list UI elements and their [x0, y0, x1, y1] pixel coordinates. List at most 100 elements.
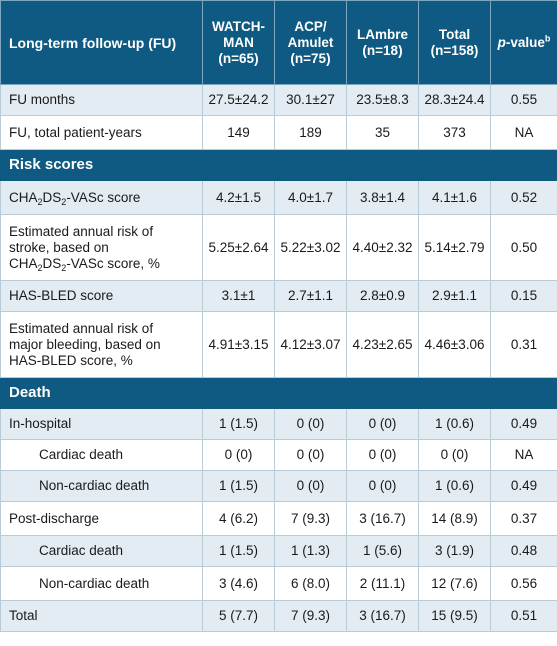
bleeding-line2: major bleeding, based on	[9, 336, 161, 352]
cell-acp: 0 (0)	[274, 439, 347, 471]
header-pvalue-sup: b	[544, 33, 551, 43]
table-row: Cardiac death 1 (1.5) 1 (1.3) 1 (5.6) 3 …	[0, 535, 557, 567]
cell-watchman: 3 (4.6)	[202, 566, 275, 601]
cell-lambre: 0 (0)	[346, 470, 419, 502]
table-row: Post-discharge 4 (6.2) 7 (9.3) 3 (16.7) …	[0, 501, 557, 536]
cell-watchman: 4.2±1.5	[202, 180, 275, 215]
cell-acp: 0 (0)	[274, 470, 347, 502]
header-acp-line2: Amulet	[287, 34, 334, 50]
cell-total: 2.9±1.1	[418, 280, 491, 312]
table-header-row: Long-term follow-up (FU) WATCH- MAN (n=6…	[0, 0, 557, 85]
table-row: CHA2DS2-VASc score 4.2±1.5 4.0±1.7 3.8±1…	[0, 180, 557, 215]
cell-total: 373	[418, 115, 491, 150]
row-label: Non-cardiac death	[0, 470, 203, 502]
cell-pvalue: 0.55	[490, 84, 557, 116]
header-pvalue: p-valueb	[490, 0, 557, 85]
row-label: Cardiac death	[0, 439, 203, 471]
followup-table: Long-term follow-up (FU) WATCH- MAN (n=6…	[0, 0, 557, 632]
cell-lambre: 1 (5.6)	[346, 535, 419, 567]
table-row: Non-cardiac death 3 (4.6) 6 (8.0) 2 (11.…	[0, 566, 557, 601]
header-followup: Long-term follow-up (FU)	[0, 0, 203, 85]
cell-total: 3 (1.9)	[418, 535, 491, 567]
row-label: Post-discharge	[0, 501, 203, 536]
cell-watchman: 1 (1.5)	[202, 470, 275, 502]
cell-acp: 6 (8.0)	[274, 566, 347, 601]
cell-pvalue: NA	[490, 115, 557, 150]
cell-watchman: 27.5±24.2	[202, 84, 275, 116]
cell-total: 5.14±2.79	[418, 214, 491, 281]
cha-sub-1: 2	[37, 196, 43, 207]
row-label: Estimated annual risk of major bleeding,…	[0, 311, 203, 378]
stroke-line2: stroke, based on	[9, 239, 109, 255]
cell-acp: 2.7±1.1	[274, 280, 347, 312]
table-row: Non-cardiac death 1 (1.5) 0 (0) 0 (0) 1 …	[0, 470, 557, 502]
cell-lambre: 4.40±2.32	[346, 214, 419, 281]
header-lambre-line2: (n=18)	[362, 42, 403, 58]
cell-total: 1 (0.6)	[418, 470, 491, 502]
cell-total: 12 (7.6)	[418, 566, 491, 601]
stroke-sub-2: 2	[61, 262, 67, 273]
stroke-line1: Estimated annual risk of	[9, 223, 154, 239]
table-row: Cardiac death 0 (0) 0 (0) 0 (0) 0 (0) NA	[0, 439, 557, 471]
bleeding-line1: Estimated annual risk of	[9, 320, 154, 336]
header-watchman-line2: MAN	[223, 34, 254, 50]
row-label: FU months	[0, 84, 203, 116]
cell-pvalue: 0.15	[490, 280, 557, 312]
row-label: In-hospital	[0, 408, 203, 440]
cell-watchman: 0 (0)	[202, 439, 275, 471]
stroke-part-c: -VASc score, %	[66, 255, 160, 271]
row-label: Total	[0, 600, 203, 632]
cell-acp: 7 (9.3)	[274, 501, 347, 536]
section-header-death: Death	[0, 377, 557, 409]
table-row: Estimated annual risk of major bleeding,…	[0, 311, 557, 378]
cha-part-c: -VASc score	[66, 189, 141, 205]
cell-pvalue: 0.49	[490, 408, 557, 440]
cell-lambre: 4.23±2.65	[346, 311, 419, 378]
header-acp-amulet: ACP/ Amulet (n=75)	[274, 0, 347, 85]
header-lambre: LAmbre (n=18)	[346, 0, 419, 85]
section-title-risk-scores: Risk scores	[0, 149, 557, 181]
cell-watchman: 3.1±1	[202, 280, 275, 312]
row-label: Non-cardiac death	[0, 566, 203, 601]
stroke-part-b: DS	[42, 255, 62, 271]
section-header-risk-scores: Risk scores	[0, 149, 557, 181]
cell-pvalue: 0.56	[490, 566, 557, 601]
cha-part-b: DS	[42, 189, 62, 205]
cell-total: 14 (8.9)	[418, 501, 491, 536]
table-row: HAS-BLED score 3.1±1 2.7±1.1 2.8±0.9 2.9…	[0, 280, 557, 312]
stroke-line3: CHA2DS2-VASc score, %	[9, 255, 198, 273]
cell-pvalue: 0.31	[490, 311, 557, 378]
cell-acp: 0 (0)	[274, 408, 347, 440]
header-total-line2: (n=158)	[430, 42, 479, 58]
cell-watchman: 4.91±3.15	[202, 311, 275, 378]
cell-watchman: 1 (1.5)	[202, 535, 275, 567]
cell-lambre: 3 (16.7)	[346, 501, 419, 536]
cell-watchman: 4 (6.2)	[202, 501, 275, 536]
cell-acp: 7 (9.3)	[274, 600, 347, 632]
cell-pvalue: NA	[490, 439, 557, 471]
row-label: HAS-BLED score	[0, 280, 203, 312]
cell-total: 1 (0.6)	[418, 408, 491, 440]
cha-sub-2: 2	[61, 196, 67, 207]
cell-watchman: 5 (7.7)	[202, 600, 275, 632]
header-total-line1: Total	[438, 26, 471, 42]
header-lambre-line1: LAmbre	[356, 26, 408, 42]
stroke-part-a: CHA	[9, 255, 38, 271]
cell-total: 28.3±24.4	[418, 84, 491, 116]
header-watchman-line1: WATCH-	[212, 18, 265, 34]
cell-watchman: 5.25±2.64	[202, 214, 275, 281]
cell-lambre: 0 (0)	[346, 408, 419, 440]
cell-lambre: 2 (11.1)	[346, 566, 419, 601]
header-acp-line3: (n=75)	[290, 50, 331, 66]
cell-acp: 30.1±27	[274, 84, 347, 116]
table-row: Estimated annual risk of stroke, based o…	[0, 214, 557, 281]
cell-acp: 189	[274, 115, 347, 150]
table-row: FU, total patient-years 149 189 35 373 N…	[0, 115, 557, 150]
section-title-death: Death	[0, 377, 557, 409]
cell-lambre: 35	[346, 115, 419, 150]
cell-total: 4.1±1.6	[418, 180, 491, 215]
cell-watchman: 1 (1.5)	[202, 408, 275, 440]
cell-acp: 1 (1.3)	[274, 535, 347, 567]
cha-part-a: CHA	[9, 189, 38, 205]
cell-total: 4.46±3.06	[418, 311, 491, 378]
